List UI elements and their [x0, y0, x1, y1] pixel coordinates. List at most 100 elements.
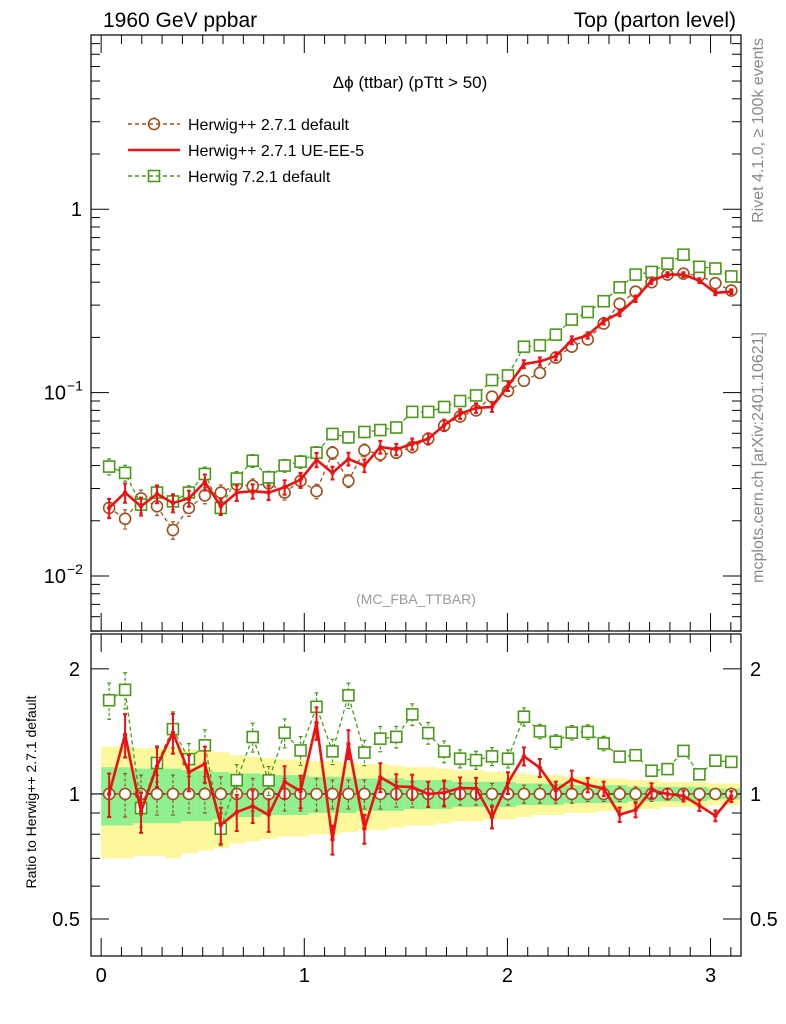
legend-entry-herwig-default: Herwig++ 2.7.1 default [128, 117, 350, 134]
data-point-dot [234, 490, 239, 495]
data-point-square [725, 270, 738, 283]
data-point-dot [106, 791, 112, 797]
data-point-dot [521, 754, 527, 759]
data-point-dot [441, 422, 447, 428]
data-point-dot [505, 383, 511, 389]
legend-entry-herwig-ue-ee-5: Herwig++ 2.7.1 UE-EE-5 [128, 143, 364, 160]
data-point-circle [613, 297, 626, 311]
ratio-y-tick-label-right: 0.5 [750, 909, 778, 931]
data-point-dot [202, 761, 208, 767]
data-point-square [485, 750, 499, 763]
data-point-square [358, 425, 371, 439]
data-point-circle [214, 486, 228, 499]
data-point-square [597, 294, 610, 308]
ratio-y-axis-label: Ratio to Herwig++ 2.7.1 default [23, 695, 39, 888]
legend-label: Herwig++ 2.7.1 UE-EE-5 [188, 143, 364, 160]
data-point-dot [553, 353, 559, 359]
data-point-dot [537, 359, 543, 364]
data-point-dot [713, 290, 718, 296]
data-point-dot [537, 765, 543, 770]
main-y-tick-label: 1 [71, 199, 82, 221]
data-point-square [342, 689, 355, 702]
ratio-y-tick-label-right: 1 [750, 784, 761, 806]
data-point-square [613, 750, 626, 763]
data-point-square [102, 693, 116, 707]
data-point-square [405, 708, 419, 721]
data-point-dot [378, 444, 383, 450]
data-point-dot [410, 441, 415, 447]
data-point-circle [342, 787, 355, 801]
data-point-dot [378, 774, 383, 780]
data-point-circle [533, 366, 547, 380]
data-point-square [565, 726, 579, 739]
data-point-circle [214, 787, 228, 801]
main-y-tick-label: 10 [44, 383, 66, 405]
data-point-square [613, 281, 626, 294]
data-point-dot [154, 763, 160, 769]
data-point-square [709, 262, 722, 275]
data-point-circle [565, 787, 579, 801]
data-point-square [661, 257, 674, 270]
ratio-series-2 [102, 672, 738, 847]
legend-label: Herwig 7.2.1 default [188, 169, 331, 186]
data-point-circle [310, 787, 323, 801]
data-point-dot [713, 813, 718, 818]
data-point-square [405, 405, 419, 419]
data-point-circle [629, 787, 642, 801]
data-point-dot [170, 500, 176, 506]
data-point-dot [122, 732, 128, 737]
data-point-dot [154, 491, 160, 497]
data-point-circle [166, 787, 180, 801]
data-point-circle [150, 787, 164, 801]
data-point-square [629, 268, 642, 281]
data-point-circle [326, 787, 339, 801]
data-point-dot [346, 456, 351, 462]
data-point-dot [649, 278, 654, 283]
data-point-dot [314, 457, 319, 463]
data-point-dot [138, 504, 144, 509]
data-point-dot [186, 496, 192, 501]
main-y-tick-label: 10 [44, 566, 66, 588]
data-point-square [533, 339, 547, 352]
legend-square-marker [147, 169, 161, 183]
data-point-square [294, 744, 307, 757]
ratio-panel-frame [90, 633, 742, 957]
data-point-square [661, 762, 674, 776]
x-tick-label: 1 [299, 965, 310, 987]
data-point-square [581, 305, 595, 319]
data-point-square [389, 730, 403, 744]
data-point-dot [617, 310, 622, 316]
data-point-dot [569, 777, 574, 782]
axis-tick-labels: 10 −210 −110.5 0.51 12 20 1 2 3 [44, 199, 778, 987]
data-point-dot [234, 809, 239, 815]
legend-label: Herwig++ 2.7.1 default [188, 117, 350, 134]
data-point-dot [617, 812, 622, 817]
data-point-circle [198, 787, 212, 801]
data-point-dot [553, 788, 559, 793]
data-point-dot [250, 488, 255, 494]
data-point-square [374, 423, 387, 437]
x-tick-label: 2 [502, 965, 513, 987]
data-point-square [262, 774, 275, 787]
data-point-square [725, 755, 738, 769]
data-point-dot [186, 770, 192, 775]
analysis-label: (MC_FBA_TTBAR) [356, 591, 476, 607]
data-point-dot [282, 484, 287, 490]
data-point-dot [138, 809, 144, 815]
axis-ticks [91, 35, 741, 956]
data-point-dot [346, 741, 351, 747]
data-point-dot [633, 296, 638, 301]
data-point-circle [709, 276, 722, 290]
data-point-dot [489, 815, 495, 820]
data-point-circle [517, 787, 531, 801]
data-point-dot [473, 786, 479, 791]
rivet-label: Rivet 4.1.0, ≥ 100k events [750, 38, 767, 223]
data-point-square [581, 725, 595, 739]
data-point-dot [601, 319, 606, 324]
data-point-square [597, 737, 610, 750]
data-point-dot [521, 361, 527, 367]
series-line [108, 253, 732, 510]
data-point-circle [342, 474, 355, 488]
series-line [108, 688, 732, 832]
